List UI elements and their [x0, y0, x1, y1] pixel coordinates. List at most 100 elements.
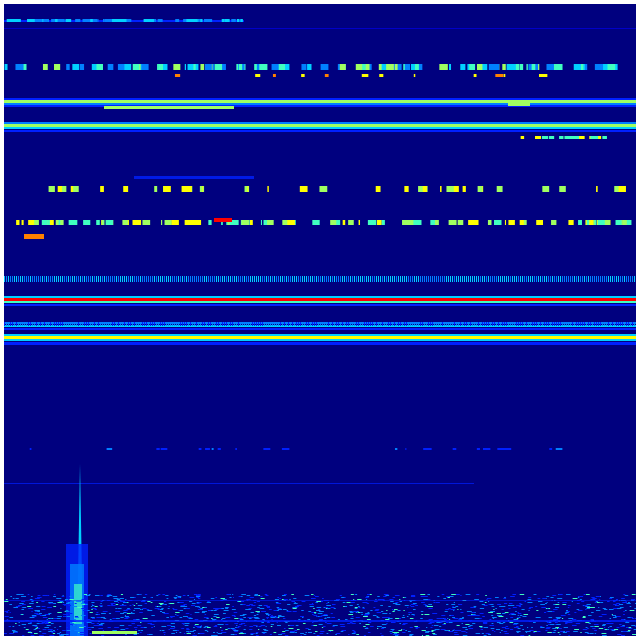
heat-mark	[311, 625, 315, 626]
heat-mark	[78, 322, 79, 326]
heat-mark	[27, 594, 30, 595]
heat-mark	[424, 276, 425, 282]
heat-mark	[584, 276, 585, 282]
heat-mark	[142, 597, 146, 598]
heat-mark	[240, 322, 241, 326]
heat-mark	[422, 322, 423, 326]
heat-mark	[152, 322, 153, 326]
heat-mark	[333, 608, 336, 609]
heat-mark	[100, 623, 105, 624]
heat-mark	[179, 597, 182, 598]
heat-mark	[117, 64, 125, 70]
heat-mark	[71, 186, 79, 192]
heat-mark	[624, 276, 625, 282]
heat-mark	[501, 627, 506, 628]
heat-mark	[480, 276, 481, 282]
heat-mark	[318, 624, 323, 625]
heat-mark	[609, 597, 614, 598]
heat-mark	[380, 628, 384, 629]
heat-mark	[139, 64, 141, 70]
heat-mark	[594, 322, 595, 326]
heat-mark	[338, 322, 339, 326]
heat-mark	[241, 220, 247, 225]
heat-mark	[341, 597, 345, 598]
heat-mark	[267, 186, 269, 192]
heat-mark	[497, 604, 502, 605]
heat-mark	[124, 612, 128, 613]
heat-mark	[516, 605, 521, 606]
heat-mark	[320, 64, 329, 70]
heat-mark	[176, 615, 179, 616]
heat-mark	[157, 64, 159, 70]
heat-mark	[174, 627, 176, 628]
heat-mark	[344, 322, 345, 326]
heat-mark	[373, 607, 376, 608]
heat-mark	[302, 623, 306, 624]
heat-mark	[523, 220, 527, 225]
heat-mark	[414, 64, 419, 70]
heat-mark	[266, 607, 270, 608]
heat-mark	[621, 619, 625, 620]
heat-mark	[451, 594, 456, 595]
heat-mark	[40, 276, 41, 282]
heat-mark	[441, 594, 445, 595]
heat-mark	[476, 276, 477, 282]
heat-mark	[220, 630, 224, 631]
heat-mark	[129, 605, 132, 606]
heat-mark	[100, 606, 103, 607]
heat-mark	[66, 276, 67, 282]
heat-mark	[350, 594, 354, 595]
heat-mark	[587, 607, 592, 608]
heat-mark	[386, 610, 388, 611]
heat-band	[4, 127, 636, 129]
heat-mark	[90, 606, 93, 607]
heat-mark	[198, 602, 202, 603]
heat-mark	[524, 601, 527, 602]
heat-mark	[227, 628, 230, 629]
heat-mark	[628, 628, 633, 629]
heat-mark	[593, 624, 599, 625]
heat-mark	[566, 594, 571, 595]
heat-mark	[520, 625, 523, 626]
heat-mark	[166, 598, 169, 599]
heat-mark	[251, 605, 256, 606]
heat-mark	[357, 612, 361, 613]
heat-mark	[170, 322, 171, 326]
heat-mark	[626, 276, 627, 282]
heat-mark	[254, 595, 258, 596]
heat-mark	[181, 623, 185, 624]
heat-mark	[184, 623, 190, 624]
heat-mark	[206, 322, 207, 326]
heat-mark	[186, 633, 191, 634]
heat-mark	[232, 276, 233, 282]
heat-mark	[348, 220, 354, 225]
heat-mark	[321, 627, 324, 628]
heat-mark	[588, 615, 592, 616]
heat-mark	[615, 599, 618, 600]
heat-mark	[443, 623, 446, 624]
heat-mark	[242, 322, 243, 326]
heat-mark	[254, 594, 258, 595]
heat-mark	[558, 594, 563, 595]
heat-mark	[467, 615, 473, 616]
heat-mark	[468, 276, 469, 282]
heat-mark	[342, 276, 343, 282]
heat-mark	[272, 64, 274, 70]
heat-mark	[216, 608, 222, 609]
heat-mark	[497, 615, 503, 616]
heat-mark	[30, 322, 31, 326]
heat-mark	[192, 220, 202, 225]
heat-mark	[282, 322, 283, 326]
heat-mark	[232, 594, 234, 595]
heat-mark	[456, 625, 460, 626]
heat-mark	[425, 635, 430, 636]
heat-band	[4, 342, 636, 345]
heat-mark	[9, 604, 13, 605]
heat-mark	[616, 276, 617, 282]
heat-mark	[374, 601, 378, 602]
heat-mark	[201, 19, 203, 22]
heat-mark	[446, 186, 454, 192]
heat-mark	[548, 611, 553, 612]
heat-mark	[538, 601, 543, 602]
heat-mark	[450, 322, 451, 326]
